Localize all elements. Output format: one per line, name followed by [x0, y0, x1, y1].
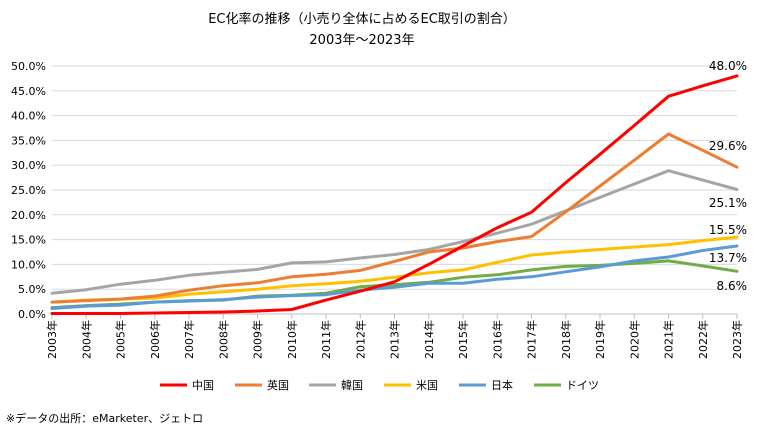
y-tick-label: 15.0%: [11, 234, 46, 247]
x-tick-label: 2013年: [388, 320, 402, 359]
legend-label-5: 日本: [491, 378, 513, 392]
end-label-6: 8.6%: [717, 279, 748, 293]
end-label-3: 25.1%: [709, 196, 747, 210]
y-tick-label: 45.0%: [11, 85, 46, 98]
chart-title: EC化率の推移（小売り全体に占めるEC取引の割合）: [208, 11, 516, 27]
x-tick-label: 2005年: [114, 320, 128, 359]
x-tick-label: 2007年: [182, 320, 196, 359]
legend-label-6: ドイツ: [566, 379, 599, 392]
y-tick-label: 35.0%: [11, 134, 46, 147]
end-label-1: 48.0%: [709, 59, 747, 73]
x-tick-label: 2003年: [45, 320, 59, 359]
y-tick-label: 5.0%: [18, 283, 46, 296]
y-tick-label: 50.0%: [11, 60, 46, 73]
source-note: ※データの出所：eMarketer、ジェトロ: [6, 412, 204, 425]
end-label-2: 29.6%: [709, 139, 747, 153]
series-line-4: [50, 235, 739, 304]
x-tick-label: 2019年: [593, 320, 607, 359]
x-tick-label: 2004年: [79, 320, 93, 359]
legend: 中国 英国 韓国 米国 日本 ドイツ: [160, 378, 599, 392]
series-lines: [50, 74, 739, 315]
y-tick-label: 30.0%: [11, 159, 46, 172]
series-line-6: [50, 259, 739, 310]
legend-label-4: 米国: [416, 379, 438, 392]
x-tick-label: 2009年: [251, 320, 265, 359]
series-line-2: [50, 132, 739, 304]
x-tick-label: 2014年: [422, 320, 436, 359]
x-tick-label: 2022年: [696, 320, 710, 359]
x-tick-label: 2021年: [662, 320, 676, 359]
x-tick-label: 2006年: [148, 320, 162, 359]
end-label-4: 15.5%: [709, 223, 747, 237]
x-tick-label: 2012年: [353, 320, 367, 359]
x-tick-label: 2011年: [319, 320, 333, 359]
chart-subtitle: 2003年～2023年: [309, 33, 414, 48]
gridlines: [52, 65, 737, 315]
x-tick-label: 2020年: [627, 320, 641, 359]
y-tick-label: 25.0%: [11, 184, 46, 197]
series-line-5: [50, 244, 739, 310]
y-tick-label: 10.0%: [11, 258, 46, 271]
y-axis: 0.0% 5.0% 10.0% 15.0% 20.0% 25.0% 30.0% 35.0% 40…: [11, 60, 46, 321]
x-axis: 2003年 2004年 2005年 2006年 2007年 2008年 2009年 2010年…: [45, 313, 744, 359]
x-tick-label: 2010年: [285, 320, 299, 359]
legend-label-3: 韓国: [341, 379, 363, 392]
y-tick-label: 40.0%: [11, 110, 46, 123]
x-tick-label: 2016年: [490, 320, 504, 359]
x-tick-label: 2018年: [559, 320, 573, 359]
x-tick-label: 2023年: [730, 320, 744, 359]
end-label-5: 13.7%: [709, 251, 747, 265]
end-value-labels: 48.0% 29.6% 25.1% 15.5% 13.7% 8.6%: [709, 59, 747, 293]
series-line-3: [50, 169, 739, 295]
legend-label-1: 中国: [192, 379, 214, 392]
y-tick-label: 20.0%: [11, 209, 46, 222]
x-tick-label: 2015年: [456, 320, 470, 359]
x-tick-label: 2017年: [525, 320, 539, 359]
x-tick-label: 2008年: [216, 320, 230, 359]
y-tick-label: 0.0%: [18, 308, 46, 321]
legend-label-2: 英国: [267, 378, 289, 392]
series-line-1: [50, 74, 739, 315]
